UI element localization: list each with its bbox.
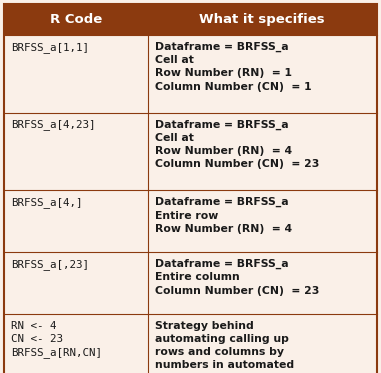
Text: Strategy behind
automating calling up
rows and columns by
numbers in automated
p: Strategy behind automating calling up ro… <box>155 321 294 373</box>
Bar <box>4 4 377 35</box>
Text: What it specifies: What it specifies <box>199 13 325 26</box>
Text: Dataframe = BRFSS_a
Cell at
Row Number (RN)  = 1
Column Number (CN)  = 1: Dataframe = BRFSS_a Cell at Row Number (… <box>155 42 311 91</box>
Text: Dataframe = BRFSS_a
Entire row
Row Number (RN)  = 4: Dataframe = BRFSS_a Entire row Row Numbe… <box>155 197 292 234</box>
Text: BRFSS_a[4,23]: BRFSS_a[4,23] <box>11 119 96 130</box>
Text: BRFSS_a[,23]: BRFSS_a[,23] <box>11 259 89 270</box>
Text: RN <- 4
CN <- 23
BRFSS_a[RN,CN]: RN <- 4 CN <- 23 BRFSS_a[RN,CN] <box>11 321 102 358</box>
Text: BRFSS_a[1,1]: BRFSS_a[1,1] <box>11 42 89 53</box>
Text: Dataframe = BRFSS_a
Cell at
Row Number (RN)  = 4
Column Number (CN)  = 23: Dataframe = BRFSS_a Cell at Row Number (… <box>155 119 319 169</box>
Text: BRFSS_a[4,]: BRFSS_a[4,] <box>11 197 83 208</box>
Text: Dataframe = BRFSS_a
Entire column
Column Number (CN)  = 23: Dataframe = BRFSS_a Entire column Column… <box>155 259 319 296</box>
Text: R Code: R Code <box>50 13 102 26</box>
